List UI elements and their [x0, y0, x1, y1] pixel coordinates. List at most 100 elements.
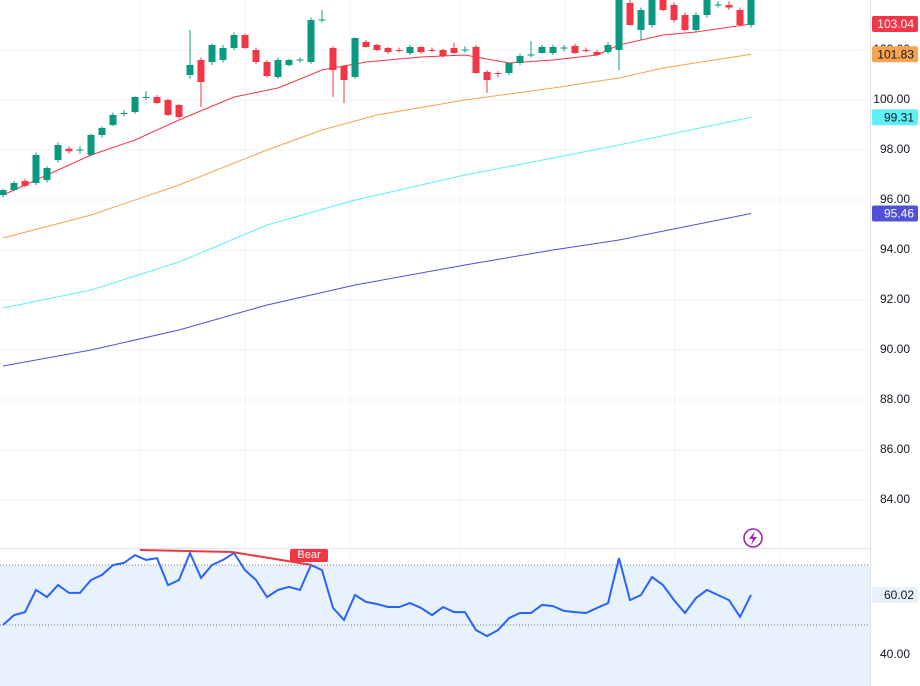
candle-body: [318, 19, 326, 21]
plot: [0, 0, 870, 686]
vertical-grid: [139, 0, 781, 686]
candle-body: [21, 181, 29, 186]
candle-body: [648, 0, 656, 25]
price-badge-label: 99.31: [884, 110, 914, 124]
candle-body: [263, 62, 271, 76]
candle-body: [362, 42, 370, 47]
candle-body: [659, 0, 667, 10]
y-tick-label: 40.00: [880, 647, 910, 661]
candle-body: [120, 113, 128, 114]
candle-body: [307, 20, 315, 62]
candle-body: [450, 48, 458, 53]
candle-body: [692, 15, 700, 30]
moving-average: [2, 213, 752, 367]
y-tick-label: 86.00: [880, 442, 910, 456]
candle-body: [164, 100, 172, 115]
price-badge-label: 101.83: [877, 47, 914, 61]
annotation-badge: [290, 549, 328, 562]
candle-body: [428, 50, 436, 51]
candle-body: [615, 0, 623, 50]
candle-body: [153, 97, 161, 103]
candle-body: [505, 63, 513, 73]
price-badge: [872, 586, 918, 603]
candle-body: [373, 45, 381, 50]
candle-body: [131, 97, 139, 112]
candle-body: [384, 48, 392, 52]
candle-body: [670, 5, 678, 20]
candle-body: [516, 56, 524, 63]
moving-average: [2, 53, 752, 239]
y-tick-label: 84.00: [880, 492, 910, 506]
candle-body: [340, 66, 348, 80]
candle-body: [54, 145, 62, 160]
candle-body: [351, 38, 359, 77]
candle-body: [395, 50, 403, 51]
candle-body: [593, 52, 601, 55]
candle-body: [43, 168, 51, 180]
y-tick-label: 92.00: [880, 292, 910, 306]
price-badge: [872, 46, 918, 63]
candle-body: [626, 3, 634, 25]
candle-body: [197, 60, 205, 82]
candle-body: [76, 149, 84, 151]
candle-body: [252, 50, 260, 62]
y-tick-label: 98.00: [880, 142, 910, 156]
candle-body: [538, 47, 546, 53]
candle-body: [98, 128, 106, 135]
price-badge-label: 103.04: [877, 17, 914, 31]
price-badge: [872, 16, 918, 32]
candle-body: [142, 97, 150, 98]
annotation: Bear: [297, 549, 321, 561]
candle-body: [472, 47, 480, 73]
candle-body: [549, 47, 557, 53]
y-tick-label: 90.00: [880, 342, 910, 356]
y-tick-label: 94.00: [880, 242, 910, 256]
y-tick-label: 96.00: [880, 192, 910, 206]
candle-body: [582, 50, 590, 51]
price-badge: [872, 205, 918, 222]
divergence-line: [139, 549, 233, 553]
candle-body: [637, 10, 645, 30]
candle-body: [417, 47, 425, 52]
candle-body: [406, 47, 414, 53]
alert-icon[interactable]: [743, 528, 763, 548]
price-badge-label: 60.02: [884, 588, 914, 602]
candle-body: [329, 48, 337, 70]
candle-body: [186, 65, 194, 75]
candle-body: [32, 155, 40, 183]
candle-body: [461, 49, 469, 51]
candle-body: [285, 60, 293, 65]
rsi-line: [2, 550, 752, 638]
candle-body: [175, 105, 183, 117]
candle-body: [439, 50, 447, 56]
candle-body: [10, 183, 18, 190]
candle-body: [87, 135, 95, 155]
moving-average: [2, 23, 752, 196]
candle-body: [494, 73, 502, 74]
candle-body: [703, 0, 711, 15]
moving-average: [2, 116, 752, 309]
candle-body: [296, 59, 304, 61]
candle-body: [219, 48, 227, 60]
candle-body: [0, 190, 7, 195]
candle-body: [560, 47, 568, 49]
price-badge: [872, 109, 918, 126]
candle-body: [483, 72, 491, 80]
candle-body: [230, 35, 238, 48]
candle-body: [725, 5, 733, 8]
divergence-line: [231, 551, 313, 566]
candle-body: [241, 35, 249, 48]
candle-body: [208, 45, 216, 62]
candle-body: [274, 60, 282, 77]
candle-body: [714, 4, 722, 6]
candle-body: [527, 54, 535, 56]
candle-body: [65, 148, 73, 152]
candle-body: [109, 115, 117, 125]
candle-body: [736, 10, 744, 25]
candle-body: [747, 0, 755, 25]
y-tick-label: 100.00: [873, 92, 910, 106]
candle-body: [681, 15, 689, 30]
y-tick-label: 88.00: [880, 392, 910, 406]
